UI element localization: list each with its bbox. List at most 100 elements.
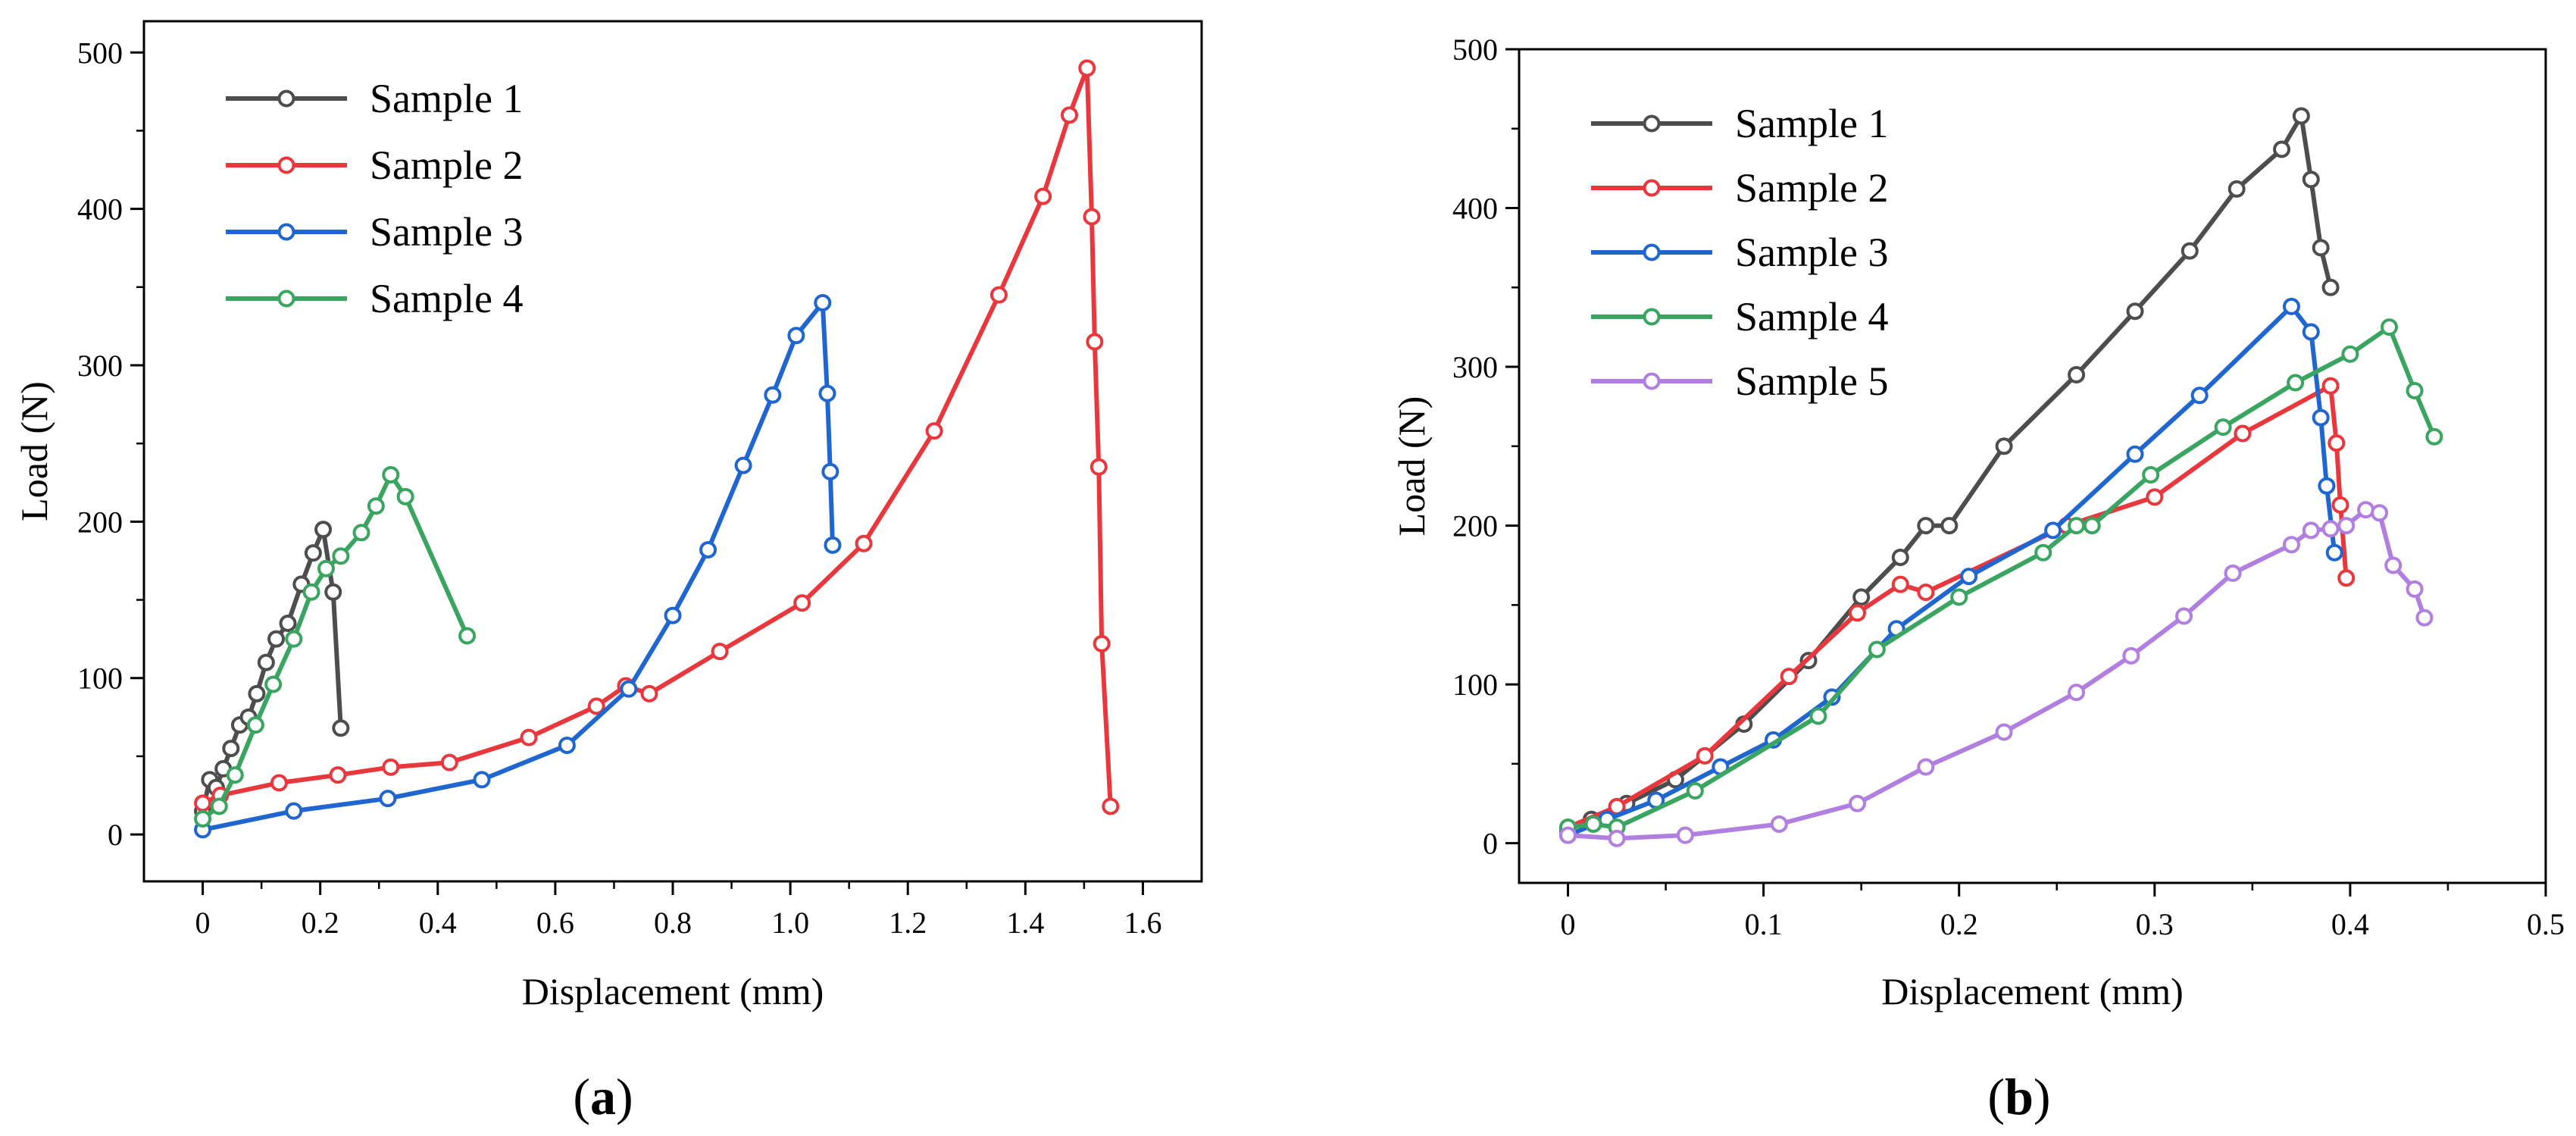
- data-point: [855, 534, 873, 552]
- panel-label-open: (: [1987, 1068, 2005, 1125]
- panel-label: (b): [1987, 1068, 2050, 1125]
- data-point: [2068, 366, 2086, 384]
- x-tick-label: 0.1: [1745, 907, 1783, 941]
- x-tick-label: 0: [195, 906, 211, 940]
- legend-label: Sample 4: [370, 276, 523, 321]
- x-tick-label: 0: [1561, 907, 1576, 941]
- x-tick-label: 1.0: [771, 906, 809, 940]
- data-point: [1584, 815, 1602, 833]
- x-tick-label: 1.2: [889, 906, 927, 940]
- y-tick-label: 0: [108, 818, 123, 852]
- data-point: [314, 521, 333, 539]
- legend-label: Sample 4: [1735, 294, 1888, 340]
- data-point: [2282, 297, 2300, 315]
- data-point: [2406, 580, 2424, 598]
- data-point: [520, 728, 538, 746]
- y-tick-label: 300: [1452, 350, 1498, 384]
- x-axis-title: Displacement (mm): [1881, 970, 2184, 1012]
- data-point: [2282, 536, 2300, 554]
- x-tick-label: 0.3: [2136, 907, 2174, 941]
- legend-label: Sample 5: [1735, 358, 1888, 404]
- plot-frame: [1518, 48, 2547, 884]
- data-point: [2126, 445, 2144, 463]
- data-point: [458, 627, 477, 645]
- data-point: [332, 719, 350, 737]
- panel-label-close: ): [616, 1068, 633, 1125]
- data-point: [226, 766, 244, 784]
- legend-swatch-marker: [1643, 114, 1661, 133]
- x-tick-label: 0.8: [654, 906, 692, 940]
- legend-label: Sample 1: [370, 76, 523, 121]
- data-point: [2327, 434, 2346, 452]
- data-point: [2034, 543, 2052, 562]
- legend-swatch-marker: [277, 289, 295, 308]
- data-point: [332, 547, 350, 565]
- series-sample-3: [194, 293, 842, 839]
- data-point: [2181, 242, 2199, 260]
- data-point: [2425, 427, 2443, 446]
- plot-frame: [142, 20, 1203, 883]
- series-sample-5: [1559, 501, 2434, 847]
- data-point: [2175, 607, 2193, 625]
- data-point: [2292, 107, 2310, 125]
- data-point: [367, 497, 385, 515]
- x-tick-label: 0.5: [2527, 907, 2565, 941]
- data-point: [1950, 588, 1968, 606]
- data-point: [324, 583, 342, 601]
- data-point: [818, 384, 836, 402]
- series-line: [1567, 383, 2349, 830]
- data-point: [793, 594, 811, 612]
- legend-swatch-marker: [277, 89, 295, 108]
- series-sample-2: [1559, 377, 2356, 837]
- data-point: [1809, 707, 1827, 725]
- data-point: [379, 790, 397, 808]
- data-point: [285, 630, 303, 648]
- data-point: [1089, 458, 1108, 476]
- data-point: [1770, 815, 1788, 833]
- data-point: [1849, 604, 1867, 622]
- data-point: [1093, 634, 1111, 652]
- data-point: [2321, 377, 2340, 395]
- series-sample-4: [1559, 318, 2443, 837]
- data-point: [1034, 187, 1052, 205]
- series-line: [200, 527, 343, 812]
- data-point: [2406, 381, 2424, 399]
- data-point: [2190, 386, 2209, 405]
- y-tick-label: 100: [77, 662, 123, 696]
- data-point: [821, 462, 839, 480]
- legend-swatch-marker: [1643, 179, 1661, 197]
- legend-swatch-marker: [1643, 243, 1661, 261]
- y-tick-label: 500: [1452, 33, 1498, 67]
- data-point: [1078, 59, 1096, 77]
- data-point: [194, 809, 212, 828]
- legend: Sample 1 Sample 2 Sample 3 Sample 4: [226, 76, 523, 321]
- data-point: [764, 386, 782, 404]
- data-point: [2357, 501, 2375, 519]
- data-point: [248, 684, 266, 703]
- data-point: [787, 327, 805, 345]
- data-point: [2325, 543, 2343, 562]
- panel-label-letter: b: [2005, 1068, 2034, 1125]
- data-point: [2415, 609, 2434, 627]
- data-point: [257, 653, 275, 671]
- data-point: [285, 802, 303, 820]
- data-point: [2068, 517, 2086, 535]
- data-point: [2273, 140, 2291, 158]
- data-point: [2214, 418, 2232, 437]
- data-point: [2142, 466, 2160, 484]
- data-point: [270, 774, 288, 792]
- data-point: [2126, 302, 2144, 321]
- data-point: [2044, 521, 2062, 540]
- data-point: [2146, 488, 2164, 506]
- y-tick-label: 400: [77, 192, 123, 227]
- chart-panel-b: 0 0.1 0.2 0.3 0.4 0.5 0 100 200 300 400 500 Displace…: [1390, 33, 2565, 1125]
- data-point: [1086, 333, 1104, 351]
- data-point: [302, 583, 320, 601]
- legend-label: Sample 3: [1735, 230, 1888, 275]
- data-point: [1891, 575, 1909, 593]
- data-point: [473, 771, 491, 789]
- panel-label-letter: a: [590, 1068, 616, 1125]
- x-axis-title: Displacement (mm): [522, 970, 824, 1012]
- x-tick-label: 1.4: [1006, 906, 1044, 940]
